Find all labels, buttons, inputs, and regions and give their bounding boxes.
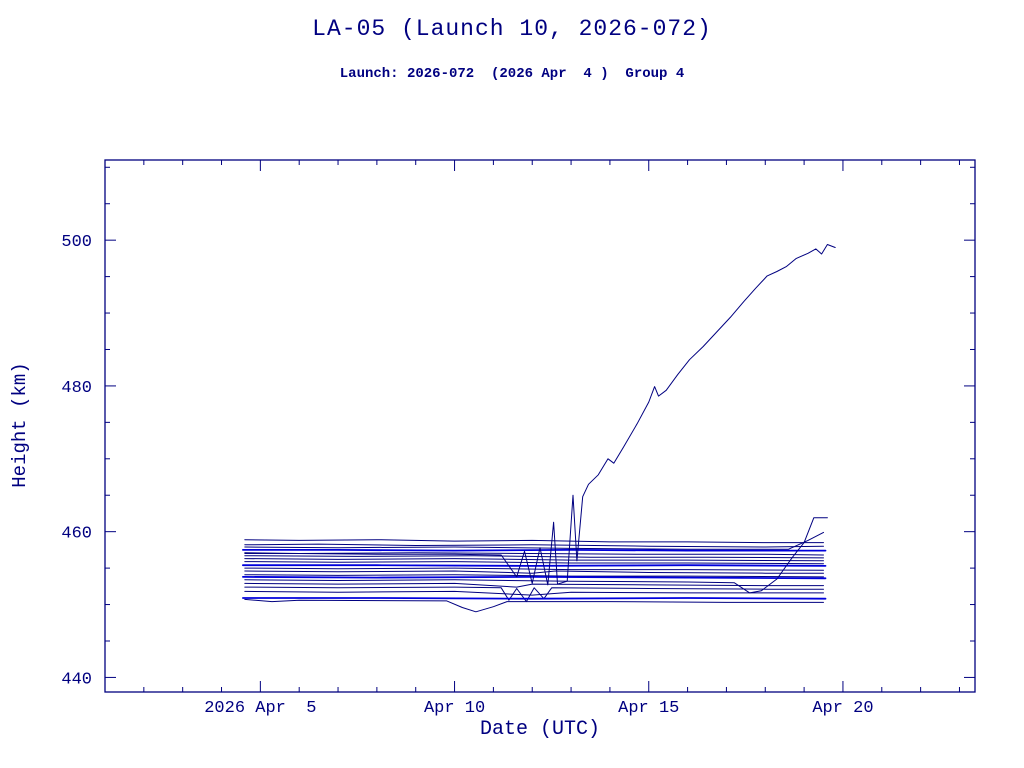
- series-line-sat-19: [244, 598, 824, 613]
- series-line-sat-07: [244, 558, 824, 562]
- chart-title: LA-05 (Launch 10, 2026-072): [312, 16, 712, 42]
- series-line-sat-13: [241, 576, 827, 580]
- x-tick-label: Apr 20: [812, 699, 873, 718]
- series-line-sat-18: [241, 597, 827, 600]
- series-line-sat-12: [244, 574, 824, 578]
- series-line-sat-08: [244, 561, 824, 565]
- series-line-sat-09: [241, 564, 827, 567]
- series-line-sat-04: [241, 549, 827, 552]
- y-tick-label: 500: [61, 233, 92, 252]
- x-tick-label: Apr 15: [618, 699, 679, 718]
- y-tick-label: 460: [61, 525, 92, 544]
- x-tick-label: Apr 10: [424, 699, 485, 718]
- series-line-sat-15: [244, 582, 824, 588]
- x-axis-title: Date (UTC): [479, 718, 601, 741]
- chart-subtitle: Launch: 2026-072 (2026 Apr 4 ) Group 4: [339, 66, 685, 82]
- x-tick-label: 2026 Apr 5: [204, 699, 316, 718]
- series-line-sat-17: [244, 590, 824, 596]
- series-line-sat-14: [244, 517, 828, 594]
- series-line-sat-01: [244, 539, 824, 544]
- series-line-sat-20-orbit-raise: [244, 244, 836, 586]
- series-line-sat-11: [244, 570, 824, 574]
- axis-box: [104, 159, 976, 693]
- y-tick-label: 440: [61, 670, 92, 689]
- series-line-sat-06: [244, 555, 824, 559]
- y-tick-label: 480: [61, 379, 92, 398]
- series-line-sat-10: [244, 567, 824, 571]
- series-line-sat-02: [244, 543, 824, 548]
